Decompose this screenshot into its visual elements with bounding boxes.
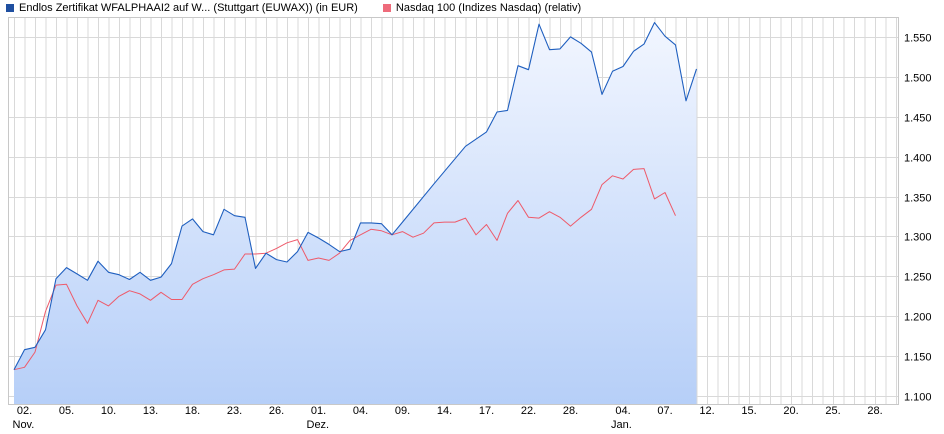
legend-swatch-series2 xyxy=(382,4,391,12)
y-tick-label: 1.150 xyxy=(904,352,932,364)
x-tick-label: 04. xyxy=(615,405,630,417)
y-tick-label: 1.450 xyxy=(904,113,932,125)
y-tick-label: 1.200 xyxy=(904,312,932,324)
chart-plot-area xyxy=(13,22,698,404)
legend-swatch-series1 xyxy=(6,4,14,12)
y-tick-label: 1.250 xyxy=(904,272,932,284)
x-tick-label: 12. xyxy=(699,405,714,417)
x-tick-label: 09. xyxy=(395,405,410,417)
x-tick-label: 25. xyxy=(825,405,840,417)
x-tick-label: 13. xyxy=(143,405,158,417)
x-tick-label: 17. xyxy=(479,405,494,417)
series1-line xyxy=(13,22,698,370)
x-axis: 02. Nov. 05. 10. 13. 18. 23. 26. 01. Dez. 04. 09. 14… xyxy=(13,405,883,431)
x-tick-label: 28. xyxy=(563,405,578,417)
x-tick-label: 01. xyxy=(311,405,326,417)
x-tick-label: 26. xyxy=(269,405,284,417)
legend-label-series2: Nasdaq 100 (Indizes Nasdaq) (relativ) xyxy=(395,2,582,14)
x-tick-label: 23. xyxy=(227,405,242,417)
x-tick-label: 10. xyxy=(101,405,116,417)
x-tick-label: 15. xyxy=(741,405,756,417)
y-tick-label: 1.400 xyxy=(904,153,932,165)
series1-area xyxy=(14,22,697,404)
x-tick-label: 22. xyxy=(521,405,536,417)
y-tick-label: 1.550 xyxy=(904,33,932,45)
y-tick-label: 1.100 xyxy=(904,392,932,404)
x-tick-label: 04. xyxy=(353,405,368,417)
x-tick-label: 28. xyxy=(867,405,882,417)
x-month-label: Jan. xyxy=(611,419,632,431)
legend-label-series1: Endlos Zertifikat WFALPHAAI2 auf W... (S… xyxy=(19,2,358,14)
y-tick-label: 1.350 xyxy=(904,193,932,205)
x-tick-label: 18. xyxy=(185,405,200,417)
y-tick-label: 1.500 xyxy=(904,73,932,85)
y-axis: 1.100 1.150 1.200 1.250 1.300 1.350 1.400 1.450… xyxy=(904,33,932,404)
x-month-label: Nov. xyxy=(13,419,35,431)
x-tick-label: 14. xyxy=(437,405,452,417)
y-tick-label: 1.300 xyxy=(904,232,932,244)
legend-item-series1: Endlos Zertifikat WFALPHAAI2 auf W... (S… xyxy=(6,2,358,14)
x-tick-label: 05. xyxy=(59,405,74,417)
legend-item-series2: Nasdaq 100 (Indizes Nasdaq) (relativ) xyxy=(382,2,582,14)
chart-legend: Endlos Zertifikat WFALPHAAI2 auf W... (S… xyxy=(6,2,603,15)
x-tick-label: 07. xyxy=(657,405,672,417)
x-tick-label: 20. xyxy=(783,405,798,417)
series2-line xyxy=(13,168,676,371)
plot-border xyxy=(8,17,899,405)
x-month-label: Dez. xyxy=(307,419,330,431)
x-tick-label: 02. xyxy=(17,405,32,417)
